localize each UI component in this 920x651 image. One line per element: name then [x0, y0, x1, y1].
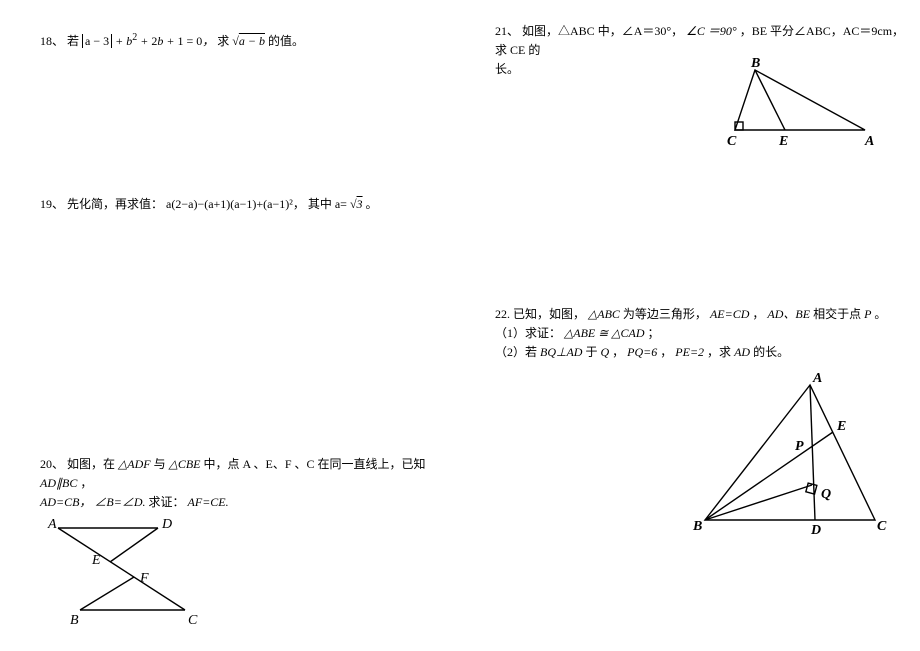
p22-svg: A E P Q B D C: [685, 370, 890, 540]
problem-20: 20、 如图，在 △ADF 与 △CBE 中，点 A 、E、F 、C 在同一直线…: [40, 455, 460, 513]
p19-suffix: 。: [366, 197, 378, 211]
p18-sqrt: √a − b: [232, 34, 265, 48]
p20-label-B: B: [70, 613, 79, 628]
p21-label-C: C: [727, 134, 737, 149]
p19-sqrt: √3: [350, 197, 363, 211]
problem-20-figure: A D E F B C: [40, 510, 210, 630]
problem-22-figure: A E P Q B D C: [685, 370, 890, 540]
p19-prefix: 先化简，再求值：: [67, 197, 163, 211]
p20-line1: 20、 如图，在 △ADF 与 △CBE 中，点 A 、E、F 、C 在同一直线…: [40, 455, 460, 493]
p21-label-B: B: [750, 56, 760, 71]
p20-label-D: D: [161, 517, 172, 532]
p20-svg: A D E F B C: [40, 510, 210, 630]
p18-mid: 求: [217, 34, 229, 48]
p22-label-Q: Q: [821, 487, 831, 502]
p22-label-D: D: [810, 523, 821, 538]
p22-sub1: （1）求证： △ABE ≅ △CAD ；: [495, 324, 905, 343]
p22-sub2: （2）若 BQ⊥AD 于 Q ， PQ=6 ， PE=2 ，求 AD 的长。: [495, 343, 905, 362]
p19-num: 19、: [40, 197, 64, 211]
p20-label-A: A: [47, 517, 57, 532]
problem-19: 19、 先化简，再求值： a(2−a)−(a+1)(a−1)+(a−1)²， 其…: [40, 195, 378, 214]
p18-suffix: 的值。: [268, 34, 304, 48]
p21-svg: B C E A: [715, 55, 885, 150]
problem-18: 18、 若 a − 3 + b2 + 2b + 1 = 0， 求 √a − b …: [40, 30, 304, 51]
p21-label-E: E: [778, 134, 788, 149]
p18-prefix: 若: [67, 34, 79, 48]
p22-label-P: P: [795, 439, 804, 454]
p22-label-C: C: [877, 519, 887, 534]
p22-line1: 22. 已知，如图， △ABC 为等边三角形， AE=CD ， AD、BE 相交…: [495, 305, 905, 324]
p19-mid: 其中 a=: [308, 197, 347, 211]
p20-label-F: F: [139, 571, 149, 586]
problem-21-figure: B C E A: [715, 55, 885, 150]
p18-expr: a − 3 + b2 + 2b + 1 = 0，: [82, 34, 217, 48]
p22-label-A: A: [812, 371, 822, 386]
p19-expr: a(2−a)−(a+1)(a−1)+(a−1)²，: [166, 197, 305, 211]
p22-label-B: B: [692, 519, 702, 534]
p20-label-E: E: [91, 553, 101, 568]
p21-label-A: A: [864, 134, 874, 149]
problem-22: 22. 已知，如图， △ABC 为等边三角形， AE=CD ， AD、BE 相交…: [495, 305, 905, 363]
p20-label-C: C: [188, 613, 198, 628]
p22-label-E: E: [836, 419, 846, 434]
p18-num: 18、: [40, 34, 64, 48]
